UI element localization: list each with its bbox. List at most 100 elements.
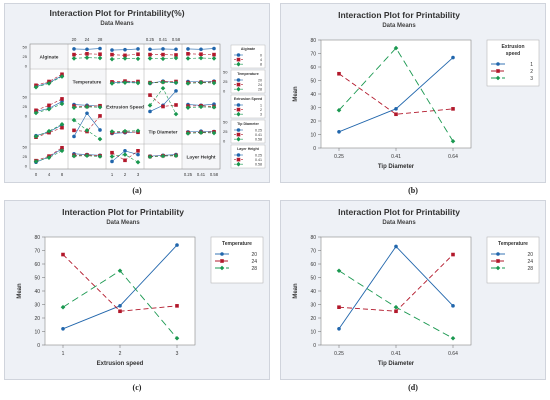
- cell-series-line: [73, 154, 101, 157]
- cell-data-point: [198, 130, 204, 135]
- legend-swatch-marker: [496, 252, 500, 256]
- data-point-28: [117, 268, 123, 274]
- factor-label: Layer Height: [186, 155, 215, 161]
- level-tick-label-bottom: 3: [137, 172, 140, 177]
- level-tick-label-bottom: 4: [48, 172, 51, 177]
- level-tick-label-top: 0.25: [146, 37, 155, 42]
- cell-data-point: [135, 159, 141, 165]
- level-tick-label-bottom: 2: [124, 172, 127, 177]
- level-tick-label-top: 0.41: [159, 37, 168, 42]
- level-tick-label-bottom: 0.25: [184, 172, 193, 177]
- cell-data-point: [84, 104, 90, 110]
- cell-data-point: [60, 97, 64, 101]
- cell-series-line: [149, 57, 177, 60]
- cell-series-line: [73, 155, 101, 157]
- data-point-24: [175, 304, 179, 308]
- legend-swatch-marker: [236, 128, 241, 132]
- cell-data-point: [174, 89, 178, 93]
- cell-data-point: [59, 74, 65, 79]
- chart-subtitle: Data Means: [106, 220, 140, 226]
- level-tick-label-bottom: 1: [111, 172, 114, 177]
- legend-swatch-marker: [236, 153, 241, 157]
- y-tick-label: 60: [310, 65, 316, 71]
- y-tick-label: 10: [310, 132, 316, 138]
- legend-entry-label: 4: [260, 58, 262, 62]
- y-tick-label: 60: [34, 262, 40, 268]
- cell-data-point: [185, 56, 191, 61]
- factor-label: Extrusion Speed: [106, 105, 144, 111]
- x-tick-label: 0.25: [334, 154, 344, 160]
- cell-data-point: [148, 52, 152, 57]
- cell-series-line: [73, 57, 101, 59]
- legend-swatch-marker: [236, 136, 241, 142]
- y-tick-label: 30: [310, 105, 316, 111]
- data-point-24: [118, 309, 122, 314]
- cell-data-point: [84, 153, 90, 159]
- figure-panel-a: Interaction Plot for Printability(%) Data…: [4, 3, 270, 183]
- cell-data-point: [211, 56, 217, 61]
- cell-data-point: [198, 104, 204, 110]
- cell-data-point: [135, 56, 141, 62]
- y-tick-label-left: 50: [23, 45, 28, 50]
- data-point-24: [337, 305, 341, 309]
- legend-entry-label: 20: [258, 78, 262, 82]
- x-tick-label: 0.64: [448, 351, 458, 357]
- legend-box: [230, 44, 266, 69]
- y-axis-label: Mean: [293, 86, 299, 102]
- figure-panel-d: Interaction Plot for Printability Data Me…: [280, 200, 546, 380]
- diagonal-cell: [182, 144, 220, 169]
- legend-entry-label: 24: [251, 259, 257, 265]
- legend-entry-label: 28: [251, 266, 257, 272]
- interaction-plot-speed-temperature: Interaction Plot for Printability Data Me…: [17, 207, 264, 367]
- legend-swatch-marker: [236, 86, 241, 92]
- legend-swatch-marker: [220, 259, 224, 263]
- legend-title: Temperature: [237, 72, 259, 76]
- y-tick-label: 20: [310, 316, 316, 322]
- legend-entry-label: 0.41: [255, 158, 262, 162]
- data-point-20: [175, 243, 179, 247]
- level-tick-label-top: 28: [98, 37, 103, 42]
- y-tick-label: 50: [34, 275, 40, 281]
- cell-data-point: [198, 80, 204, 85]
- legend-box: [230, 119, 266, 144]
- cell-data-point: [212, 46, 216, 51]
- legend-entry-label: 1: [260, 103, 262, 107]
- level-tick-label-bottom: 0.41: [197, 172, 206, 177]
- cell-data-point: [173, 111, 179, 117]
- cell-series-line: [149, 81, 177, 84]
- cell-data-point: [147, 56, 153, 61]
- data-point-1: [337, 130, 341, 134]
- cell-series-line: [73, 53, 101, 55]
- legend-title: Alginate: [241, 47, 255, 51]
- diagonal-cell: [68, 69, 106, 94]
- cell-data-point: [122, 128, 128, 134]
- legend-entry-label: 3: [260, 113, 262, 117]
- legend-entry-label: 0.58: [255, 138, 262, 142]
- cell-data-point: [123, 47, 127, 52]
- plot-area: [320, 236, 472, 346]
- cell-data-point: [109, 56, 115, 62]
- cell-data-point: [59, 101, 65, 107]
- cell-data-point: [85, 111, 89, 116]
- data-point-20: [118, 304, 122, 308]
- cell-data-point: [72, 128, 76, 133]
- level-tick-label-top: 20: [72, 37, 77, 42]
- x-axis-label: Extrusion speed: [97, 361, 144, 367]
- diagonal-cell: [30, 44, 68, 69]
- data-point-28: [336, 268, 342, 274]
- data-point-20: [337, 327, 341, 331]
- cell-data-point: [173, 153, 179, 159]
- cell-data-point: [71, 56, 77, 61]
- legend-entry-label: 0.25: [255, 128, 262, 132]
- cell-series-line: [187, 131, 215, 133]
- caption-c: (c): [132, 383, 142, 392]
- chart-subtitle: Data Means: [382, 220, 416, 226]
- legend-swatch-marker: [495, 265, 501, 271]
- y-tick-label-left: 25: [23, 104, 28, 109]
- legend-title: Extrusion: [501, 44, 524, 50]
- cell-data-point: [33, 134, 39, 139]
- cell-data-point: [185, 131, 191, 136]
- x-tick-label: 0.25: [334, 351, 344, 357]
- y-tick-label-left: 0: [25, 64, 28, 69]
- cell-data-point: [123, 53, 127, 58]
